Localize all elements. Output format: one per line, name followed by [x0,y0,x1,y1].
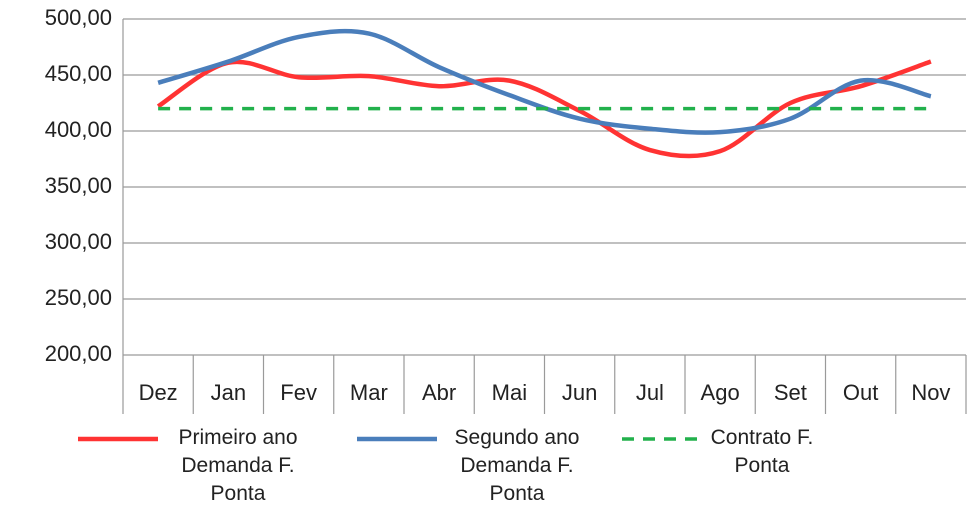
x-tick-label: Jan [211,380,246,405]
x-tick-label: Abr [422,380,456,405]
legend-label: Segundo ano Demanda F. Ponta [454,426,580,505]
legend-swatch [78,436,158,442]
series-line [156,59,932,159]
y-tick-label: 250,00 [45,285,112,310]
y-tick-label: 300,00 [45,229,112,254]
x-tick-label: Jul [636,380,664,405]
x-tick-label: Fev [280,380,317,405]
legend-item: Contrato F. Ponta [622,424,822,514]
legend-item: Primeiro ano Demanda F. Ponta [78,424,318,514]
legend-swatch [357,436,437,442]
x-tick-label: Mar [350,380,388,405]
x-tick-label: Nov [911,380,950,405]
x-tick-label: Set [774,380,807,405]
y-tick-label: 500,00 [45,5,112,30]
x-tick-label: Mai [492,380,527,405]
x-tick-label: Out [843,380,878,405]
legend-label: Primeiro ano Demanda F. Ponta [178,426,298,505]
y-tick-label: 200,00 [45,341,112,366]
x-tick-label: Dez [139,380,178,405]
x-tick-label: Jun [562,380,597,405]
x-tick-label: Ago [701,380,740,405]
chart: 200,00 250,00 300,00 350,00 400,00 450,00 500,… [45,5,967,414]
y-tick-label: 350,00 [45,173,112,198]
series-line [157,28,932,135]
y-tick-label: 450,00 [45,61,112,86]
y-tick-label: 400,00 [45,117,112,142]
legend-item: Segundo ano Demanda F. Ponta [357,424,597,514]
legend-label: Contrato F. Ponta [710,426,814,477]
legend-swatch [622,437,702,441]
